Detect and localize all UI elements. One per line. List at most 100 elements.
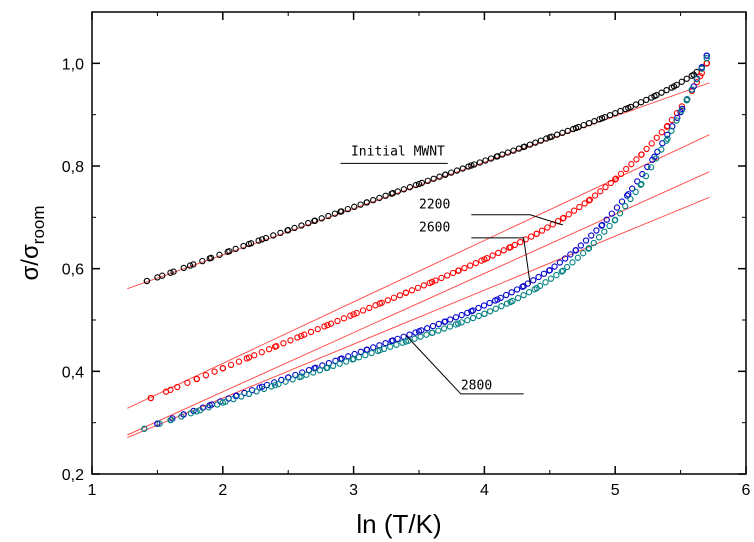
- data-point: [289, 376, 296, 383]
- data-point: [528, 233, 535, 240]
- data-point: [424, 325, 431, 332]
- data-point: [205, 404, 212, 411]
- data-point: [601, 228, 608, 235]
- x-tick-label: 5: [611, 482, 620, 499]
- y-tick-label: 1,0: [62, 56, 84, 73]
- data-point: [520, 291, 527, 299]
- data-point: [255, 237, 262, 244]
- data-point: [396, 292, 404, 299]
- y-axis-title-main: σ/σ: [17, 244, 44, 280]
- data-point: [612, 216, 619, 224]
- data-point: [280, 340, 287, 347]
- data-point: [382, 192, 389, 199]
- data-point: [586, 196, 594, 203]
- data-point: [678, 103, 686, 110]
- data-point: [559, 267, 567, 274]
- data-point: [494, 153, 501, 160]
- data-point: [576, 203, 583, 211]
- data-point: [435, 320, 442, 328]
- data-point: [585, 244, 593, 252]
- data-point: [245, 390, 253, 398]
- data-point: [495, 249, 502, 257]
- data-point: [444, 272, 451, 279]
- data-point: [663, 87, 670, 94]
- data-point: [331, 210, 339, 217]
- data-point: [617, 170, 625, 177]
- data-point: [698, 65, 705, 72]
- data-point: [415, 180, 423, 188]
- data-point: [469, 314, 477, 322]
- data-point: [564, 127, 571, 135]
- data-point: [510, 147, 517, 154]
- annotation-leader: [471, 237, 531, 285]
- data-point: [580, 250, 587, 257]
- data-point: [442, 318, 449, 325]
- data-point: [219, 399, 226, 406]
- data-point: [574, 254, 581, 261]
- data-point: [376, 347, 383, 354]
- data-point: [632, 188, 639, 196]
- data-point: [314, 325, 321, 333]
- data-point: [303, 371, 310, 378]
- data-point: [673, 110, 681, 117]
- data-point: [530, 277, 537, 284]
- data-point: [402, 338, 410, 345]
- data-point: [598, 221, 606, 229]
- data-point: [196, 407, 204, 414]
- data-point: [359, 307, 367, 314]
- data-point: [582, 237, 590, 244]
- data-point: [406, 184, 414, 191]
- y-axis-title-subscript: room: [29, 205, 48, 244]
- data-point: [481, 256, 488, 263]
- data-point: [436, 173, 443, 180]
- data-point: [438, 274, 445, 282]
- data-point: [406, 331, 413, 338]
- data-point: [285, 227, 292, 234]
- data-point: [633, 156, 640, 163]
- data-point: [282, 378, 289, 385]
- data-point: [382, 339, 389, 347]
- data-point: [245, 240, 253, 248]
- data-point: [353, 309, 360, 317]
- data-point: [678, 107, 685, 114]
- data-point: [658, 146, 665, 153]
- data-point: [310, 369, 317, 376]
- data-point: [199, 257, 206, 265]
- data-point: [291, 224, 298, 232]
- data-point: [325, 212, 332, 220]
- data-point: [429, 322, 437, 330]
- data-point: [533, 230, 540, 237]
- data-point: [468, 308, 475, 315]
- data-point: [337, 208, 344, 215]
- data-points: [141, 52, 710, 432]
- data-point: [417, 333, 424, 340]
- data-point: [277, 229, 284, 237]
- data-point: [412, 329, 419, 336]
- data-point: [357, 201, 364, 208]
- data-point: [232, 245, 239, 253]
- data-point: [412, 181, 420, 189]
- annotation-label: 2600: [419, 221, 450, 236]
- data-point: [363, 199, 370, 206]
- data-point: [489, 252, 496, 259]
- data-point: [591, 192, 599, 199]
- data-point: [651, 153, 658, 160]
- data-point: [664, 131, 671, 138]
- y-tick-label: 0,2: [62, 467, 84, 484]
- data-point: [494, 296, 501, 303]
- data-point: [458, 319, 465, 326]
- data-point: [376, 342, 383, 349]
- data-point: [475, 312, 482, 320]
- data-point: [492, 305, 499, 312]
- data-point: [268, 383, 275, 390]
- data-point: [638, 180, 645, 188]
- data-point: [465, 163, 472, 170]
- data-point: [623, 192, 631, 199]
- data-point: [482, 157, 489, 164]
- data-point: [178, 413, 185, 420]
- data-point: [703, 55, 710, 62]
- data-point: [612, 175, 620, 182]
- y-tick-label: 0,8: [62, 159, 84, 176]
- data-point: [598, 115, 606, 122]
- data-point: [240, 242, 247, 250]
